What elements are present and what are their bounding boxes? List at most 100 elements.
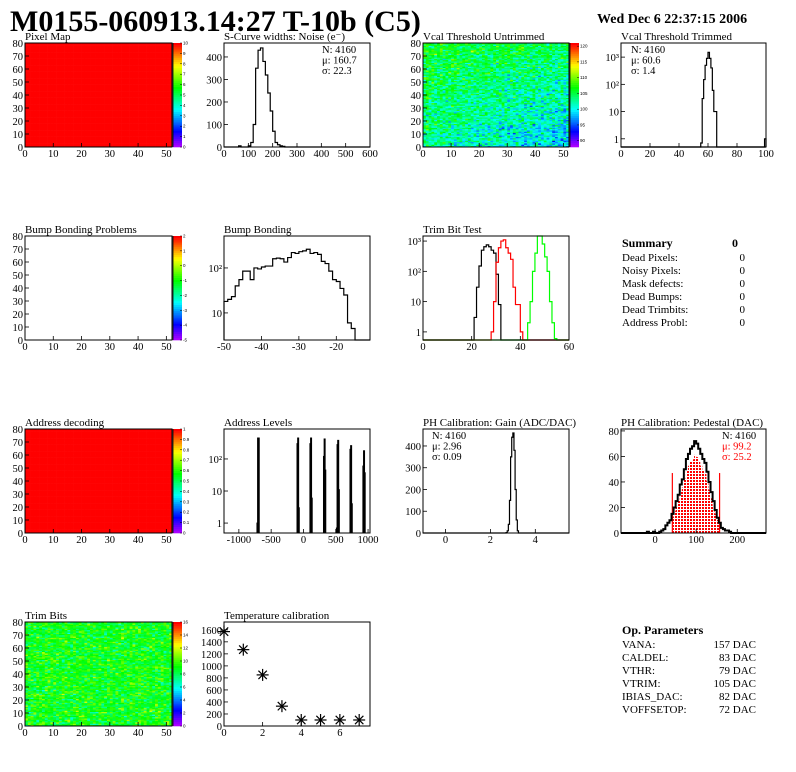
heatmap-cell (146, 128, 150, 131)
heatmap-cell (64, 130, 68, 132)
heatmap-cell (98, 127, 102, 130)
heatmap-cell (121, 141, 125, 144)
heatmap-cell (112, 108, 116, 110)
heatmap-cell (123, 143, 128, 145)
palette-tick-label: 6 (183, 82, 186, 87)
heatmap-cell (166, 128, 170, 131)
heatmap-cell (101, 115, 105, 118)
heatmap-cell (109, 115, 113, 118)
heatmap-cell (123, 122, 128, 124)
heatmap-cell (115, 118, 119, 120)
heatmap-cell (39, 144, 43, 146)
op-parameter-label: VTHR: (622, 665, 655, 677)
heatmap-cell (75, 124, 80, 127)
heatmap-cell (53, 123, 57, 126)
heatmap-cell (92, 122, 96, 124)
heatmap-cell (30, 122, 34, 124)
heatmap-cell (41, 105, 46, 107)
heatmap-cell (47, 127, 51, 130)
heatmap-cell (90, 126, 94, 128)
heatmap-cell (106, 106, 111, 109)
heatmap-cell (160, 141, 164, 144)
heatmap-cell (53, 127, 57, 130)
heatmap-cell (56, 108, 60, 110)
heatmap-cell (61, 110, 65, 113)
heatmap-cell (166, 105, 170, 107)
heatmap-cell (109, 126, 113, 128)
heatmap-cell (61, 136, 65, 139)
heatmap-cell (39, 101, 43, 104)
heatmap-cell (64, 101, 68, 104)
heatmap-cell (143, 109, 147, 111)
heatmap-cell (135, 100, 139, 102)
heatmap-cell (118, 114, 122, 117)
summary-item-value: 0 (740, 317, 746, 329)
heatmap-cell (155, 124, 159, 127)
heatmap-cell (33, 135, 37, 137)
heatmap-cell (152, 117, 156, 119)
heatmap-cell (98, 114, 102, 117)
heatmap-cell (101, 144, 105, 146)
heatmap-cell (64, 135, 68, 137)
heatmap-cell (109, 132, 113, 135)
heatmap-cell (163, 143, 167, 145)
heatmap-cell (47, 126, 51, 128)
heatmap-cell (58, 108, 63, 110)
heatmap-cell (67, 132, 71, 135)
heatmap-cell (41, 136, 46, 139)
heatmap-cell (27, 102, 31, 105)
heatmap-cell (56, 140, 60, 143)
heatmap-cell (81, 106, 85, 109)
heatmap-cell (132, 141, 136, 144)
heatmap-cell (67, 108, 71, 110)
heatmap-cell (33, 118, 37, 120)
heatmap-cell (121, 114, 125, 117)
heatmap-cell (101, 140, 105, 143)
heatmap-cell (118, 140, 122, 143)
heatmap-cell (33, 127, 37, 130)
heatmap-cell (70, 134, 74, 136)
heatmap-cell (78, 137, 82, 140)
heatmap-cell (163, 126, 167, 128)
heatmap-cell (27, 119, 31, 122)
heatmap-cell (61, 111, 65, 114)
y-tick-label: 70 (13, 52, 24, 63)
heatmap-cell (166, 115, 170, 118)
heatmap-cell (61, 113, 65, 115)
date-stamp: Wed Dec 6 22:37:15 2006 (597, 12, 747, 27)
heatmap-cell (81, 132, 85, 135)
heatmap-cell (92, 102, 96, 105)
heatmap-cell (53, 134, 57, 136)
heatmap-cell (121, 132, 125, 135)
heatmap-cell (70, 108, 74, 110)
heatmap-cell (56, 110, 60, 113)
heatmap-cell (84, 131, 88, 133)
heatmap-cell (135, 141, 139, 144)
heatmap-cell (101, 117, 105, 119)
heatmap-cell (115, 108, 119, 110)
palette-band (173, 49, 182, 52)
heatmap-cell (98, 115, 102, 118)
heatmap-cell (73, 132, 77, 135)
heatmap-cell (129, 105, 133, 107)
heatmap-cell (75, 140, 80, 143)
heatmap-cell (73, 130, 77, 132)
heatmap-cell (166, 144, 170, 146)
heatmap-cell (87, 101, 91, 104)
op-parameter-label: CALDEL: (622, 652, 668, 664)
heatmap-cell (98, 105, 102, 107)
heatmap-cell (101, 100, 105, 102)
heatmap-cell (90, 128, 94, 131)
heatmap-cell (143, 102, 147, 105)
heatmap-cell (87, 123, 91, 126)
heatmap-cell (146, 119, 150, 122)
heatmap-cell (73, 100, 77, 102)
heatmap-cell (166, 114, 170, 117)
heatmap-cell (101, 126, 105, 128)
heatmap-cell (36, 114, 40, 117)
heatmap-cell (50, 101, 54, 104)
heatmap-cell (126, 111, 130, 114)
heatmap-cell (152, 127, 156, 130)
